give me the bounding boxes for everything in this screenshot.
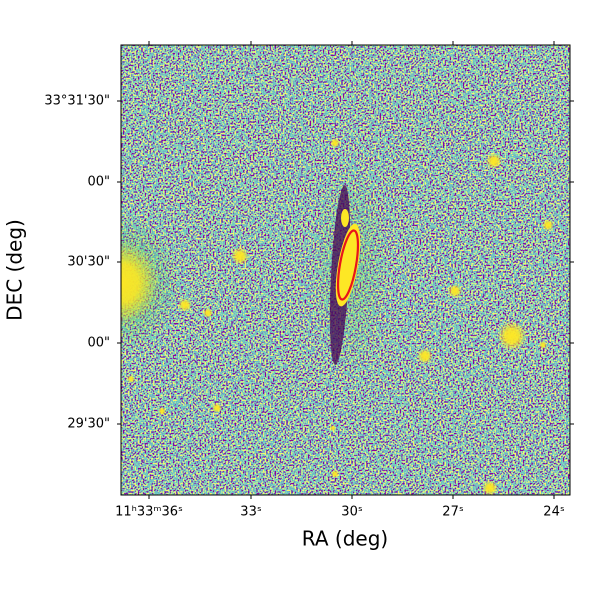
sky-image: [121, 45, 570, 495]
x-tick-label: 27ˢ: [442, 505, 464, 520]
x-tick-label: 11ʰ33ᵐ36ˢ: [115, 505, 183, 520]
x-tick-label: 30ˢ: [341, 505, 363, 520]
y-tick-label: 29'30": [67, 417, 110, 432]
x-tick-label: 33ˢ: [240, 505, 262, 520]
y-axis-label: DEC (deg): [3, 219, 27, 321]
x-tick-label: 24ˢ: [543, 505, 565, 520]
x-axis-label: RA (deg): [302, 527, 388, 551]
frame: [120, 44, 571, 496]
y-tick-label: 00": [87, 336, 110, 351]
y-tick-label: 00": [87, 175, 110, 190]
y-tick-label: 30'30": [67, 255, 110, 270]
aperture-ellipse: [336, 229, 360, 301]
y-tick-label: 33°31'30": [44, 94, 110, 109]
